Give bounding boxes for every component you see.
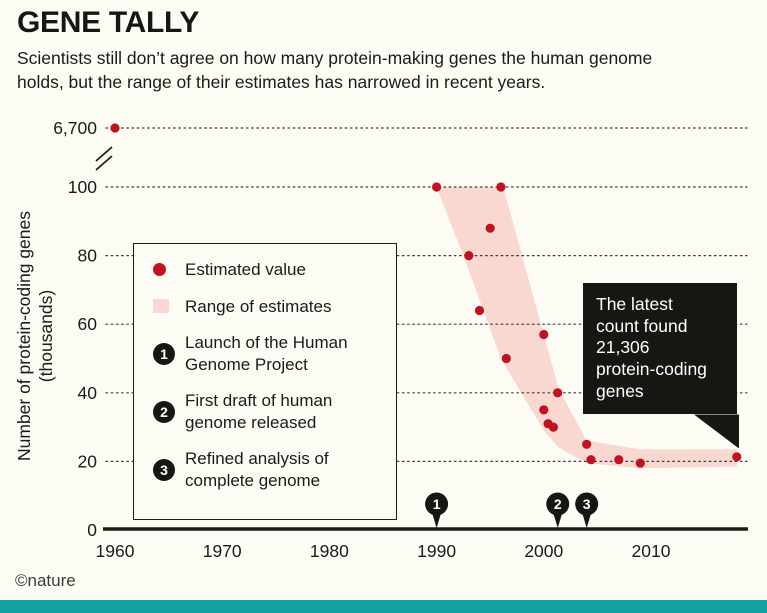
legend-item-event-3: 3 Refined analysis of complete genome (153, 448, 386, 491)
event-pin-number: 2 (554, 496, 562, 512)
data-point (485, 223, 495, 233)
event-pin-number: 3 (583, 496, 591, 512)
callout-line: protein-coding (596, 359, 707, 380)
callout-line: The latest (596, 294, 673, 314)
data-point (586, 455, 596, 465)
legend-label: Range of estimates (185, 296, 332, 316)
event-pin (546, 492, 570, 516)
data-point-broken-6700 (110, 123, 120, 133)
legend-item-event-2: 2 First draft of human genome released (153, 390, 386, 433)
range-swatch-icon (153, 299, 169, 314)
event-pin-tail (432, 513, 442, 528)
x-tick-label: 1990 (417, 541, 456, 561)
legend: Estimated value Range of estimates 1 Lau… (133, 243, 397, 520)
callout-line: genes (596, 380, 644, 401)
x-tick-label: 1960 (96, 541, 135, 561)
event-3-badge-icon: 3 (153, 459, 175, 482)
nature-credit: ©nature (15, 571, 76, 590)
data-point (635, 458, 645, 468)
event-pin (575, 492, 599, 516)
legend-item-event-1: 1 Launch of the Human Genome Project (153, 332, 386, 375)
axis-break-icon (95, 155, 113, 171)
data-point (582, 439, 592, 449)
y-tick-label: 0 (87, 520, 97, 540)
legend-label: Launch of the Human Genome Project (185, 333, 348, 374)
data-point (553, 388, 563, 398)
subtitle: Scientists still don’t agree on how many… (17, 48, 653, 92)
data-point (539, 405, 549, 415)
legend-label: Refined analysis of complete genome (185, 449, 329, 491)
data-point (432, 182, 442, 192)
x-tick-label: 2010 (632, 541, 671, 561)
y-tick-label-broken: 6,700 (53, 118, 97, 138)
callout-line: 21,306 (596, 337, 650, 358)
legend-item-estimated-value: Estimated value (153, 259, 386, 281)
axis-break-icon (95, 146, 113, 162)
event-pin-tail (582, 513, 592, 528)
estimated-value-dot-icon (153, 263, 166, 277)
event-pin-number: 1 (433, 496, 441, 512)
y-tick-label: 100 (68, 177, 97, 197)
callout-line: count found (596, 315, 688, 336)
event-2-badge-icon: 2 (153, 400, 175, 423)
data-point (496, 182, 506, 192)
data-point (539, 329, 549, 340)
y-tick-label: 20 (78, 451, 98, 471)
brand-bar (0, 600, 767, 613)
y-axis-label: Number of protein-coding genes (thousands… (14, 211, 56, 461)
data-point (548, 422, 559, 432)
event-pin (425, 492, 449, 516)
data-point (464, 251, 474, 261)
y-tick-label: 60 (78, 314, 98, 334)
data-point (501, 353, 511, 364)
y-tick-label: 80 (78, 246, 98, 266)
legend-item-range: Range of estimates (153, 296, 386, 318)
event-1-badge-icon: 1 (153, 342, 175, 365)
y-tick-label: 40 (78, 383, 98, 403)
x-tick-label: 2000 (524, 541, 563, 561)
legend-label: First draft of human genome released (185, 391, 333, 432)
event-pin-tail (553, 513, 563, 528)
data-point (614, 455, 624, 465)
data-point (732, 452, 742, 462)
legend-label: Estimated value (185, 260, 306, 279)
data-point (474, 305, 485, 316)
x-tick-label: 1970 (203, 541, 242, 561)
range-band (436, 187, 737, 469)
x-tick-label: 1980 (310, 541, 349, 561)
latest-count-callout: The latest count found 21,306 protein-co… (583, 283, 737, 415)
page-title: GENE TALLY (17, 6, 200, 39)
